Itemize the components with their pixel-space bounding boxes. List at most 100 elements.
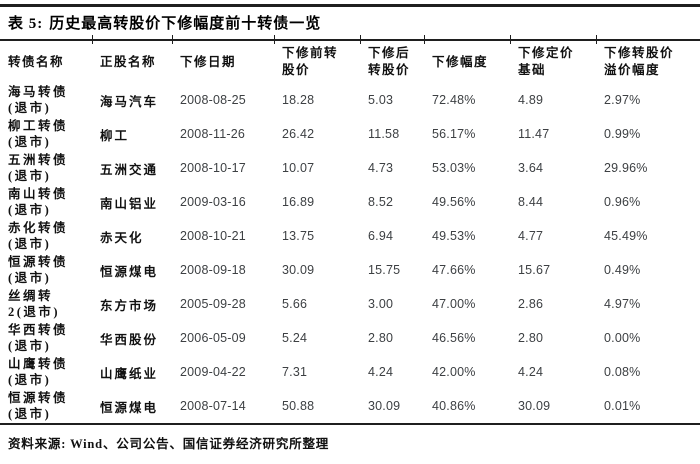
- bottom-rule: [0, 423, 700, 425]
- bond-name-line1: 五洲转债: [8, 153, 69, 167]
- price-before-cell: 30.09: [282, 263, 315, 277]
- column-boundary-tick: [596, 35, 597, 44]
- premium-cell: 0.99%: [604, 127, 641, 141]
- bond-name-cell: 山鹰转债 (退市): [0, 355, 92, 389]
- bond-name-cell: 柳工转债 (退市): [0, 117, 92, 151]
- stock-name-cell: 五洲交通: [100, 162, 159, 177]
- price-after-cell: 4.24: [368, 365, 394, 379]
- price-after-cell: 3.00: [368, 297, 394, 311]
- cut-magnitude-cell: 47.00%: [432, 297, 476, 311]
- premium-cell: 29.96%: [604, 161, 648, 175]
- cut-magnitude-cell: 47.66%: [432, 263, 476, 277]
- bond-name-line2: (退市): [8, 169, 52, 183]
- table-row: 山鹰转债 (退市) 山鹰纸业 2009-04-22 7.31 4.24 42.00…: [0, 355, 700, 389]
- header-line: 股价: [282, 63, 311, 77]
- premium-cell: 45.49%: [604, 229, 648, 243]
- revision-date-cell: 2009-04-22: [180, 365, 246, 379]
- price-after-cell: 15.75: [368, 263, 401, 277]
- price-after-cell: 11.58: [368, 127, 400, 141]
- revision-date-cell: 2008-07-14: [180, 399, 246, 413]
- bond-name-line1: 华西转债: [8, 323, 69, 337]
- cut-magnitude-cell: 53.03%: [432, 161, 476, 175]
- column-boundary-tick: [92, 35, 93, 44]
- cut-magnitude-cell: 49.53%: [432, 229, 476, 243]
- revision-date-cell: 2008-11-26: [180, 127, 246, 141]
- stock-name-cell: 山鹰纸业: [100, 366, 159, 381]
- header-line: 下修前转: [282, 46, 339, 60]
- cut-magnitude-cell: 49.56%: [432, 195, 476, 209]
- revision-date-cell: 2008-10-17: [180, 161, 246, 175]
- table-row: 海马转债 (退市) 海马汽车 2008-08-25 18.28 5.03 72.4…: [0, 83, 700, 117]
- price-after-cell: 5.03: [368, 93, 394, 107]
- price-before-cell: 16.89: [282, 195, 315, 209]
- premium-cell: 0.08%: [604, 365, 641, 379]
- table-title-text: 历史最高转股价下修幅度前十转债一览: [49, 16, 322, 32]
- premium-cell: 0.00%: [604, 331, 641, 345]
- stock-name-cell: 华西股份: [100, 332, 159, 347]
- price-before-cell: 18.28: [282, 93, 315, 107]
- price-after-cell: 2.80: [368, 331, 394, 345]
- header-revision-date: 下修日期: [172, 41, 274, 83]
- revision-date-cell: 2005-09-28: [180, 297, 246, 311]
- pricing-basis-cell: 4.24: [518, 365, 544, 379]
- header-line: 下修后: [368, 46, 411, 60]
- pricing-basis-cell: 3.64: [518, 161, 544, 175]
- bond-name-line2: 2(退市): [8, 305, 61, 319]
- cut-magnitude-cell: 56.17%: [432, 127, 476, 141]
- stock-name-cell: 海马汽车: [100, 94, 159, 109]
- header-line: 溢价幅度: [604, 63, 661, 77]
- header-line: 下修日期: [180, 54, 237, 69]
- bond-name-line1: 丝绸转: [8, 289, 54, 303]
- pricing-basis-cell: 2.86: [518, 297, 544, 311]
- header-pricing-basis: 下修定价 基础: [510, 41, 596, 83]
- cut-magnitude-cell: 42.00%: [432, 365, 476, 379]
- column-boundary-tick: [172, 35, 173, 44]
- header-line: 正股名称: [100, 54, 157, 69]
- top-rule: [0, 4, 700, 7]
- price-before-cell: 7.31: [282, 365, 308, 379]
- table-row: 五洲转债 (退市) 五洲交通 2008-10-17 10.07 4.73 53.0…: [0, 151, 700, 185]
- header-line: 下修定价: [518, 46, 575, 60]
- header-premium: 下修转股价 溢价幅度: [596, 41, 700, 83]
- premium-cell: 0.96%: [604, 195, 641, 209]
- bond-name-cell: 恒源转债 (退市): [0, 253, 92, 287]
- stock-name-cell: 恒源煤电: [100, 264, 159, 279]
- stock-name-cell: 赤天化: [100, 230, 144, 245]
- pricing-basis-cell: 4.77: [518, 229, 544, 243]
- header-price-after: 下修后 转股价: [360, 41, 424, 83]
- price-before-cell: 50.88: [282, 399, 315, 413]
- stock-name-cell: 东方市场: [100, 298, 159, 313]
- header-line: 转股价: [368, 63, 411, 77]
- price-before-cell: 10.07: [282, 161, 315, 175]
- bond-name-line2: (退市): [8, 237, 52, 251]
- cut-magnitude-cell: 40.86%: [432, 399, 476, 413]
- table-header-row: 转债名称 正股名称 下修日期 下修前转股价 下修后转股价 下修幅度 下修定价 基础…: [0, 35, 700, 83]
- stock-name-cell: 恒源煤电: [100, 400, 159, 415]
- price-after-cell: 8.52: [368, 195, 394, 209]
- bond-name-line2: (退市): [8, 135, 52, 149]
- header-price-before: 下修前转 股价: [274, 41, 360, 83]
- table-title: 表 5: 历史最高转股价下修幅度前十转债一览: [0, 7, 700, 39]
- header-line: 下修幅度: [432, 54, 489, 69]
- table-row: 南山转债 (退市) 南山铝业 2009-03-16 16.89 8.52 49.5…: [0, 185, 700, 219]
- bond-name-cell: 恒源转债 (退市): [0, 389, 92, 423]
- table-row: 赤化转债 (退市) 赤天化 2008-10-21 13.75 6.94 49.53…: [0, 219, 700, 253]
- pricing-basis-cell: 8.44: [518, 195, 544, 209]
- stock-name-cell: 南山铝业: [100, 196, 159, 211]
- header-bond-name: 转债名称: [0, 41, 92, 83]
- bond-name-line2: (退市): [8, 101, 52, 115]
- bond-name-cell: 丝绸转 2(退市): [0, 287, 92, 321]
- revision-date-cell: 2006-05-09: [180, 331, 246, 345]
- table-row: 华西转债 (退市) 华西股份 2006-05-09 5.24 2.80 46.56…: [0, 321, 700, 355]
- header-line: 转债名称: [8, 54, 65, 69]
- pricing-basis-cell: 11.47: [518, 127, 550, 141]
- column-boundary-tick: [510, 35, 511, 44]
- premium-cell: 4.97%: [604, 297, 641, 311]
- bond-name-cell: 五洲转债 (退市): [0, 151, 92, 185]
- table-row: 恒源转债 (退市) 恒源煤电 2008-09-18 30.09 15.75 47.…: [0, 253, 700, 287]
- bond-name-cell: 赤化转债 (退市): [0, 219, 92, 253]
- price-after-cell: 6.94: [368, 229, 394, 243]
- pricing-basis-cell: 15.67: [518, 263, 551, 277]
- price-after-cell: 30.09: [368, 399, 401, 413]
- bond-name-line2: (退市): [8, 407, 52, 421]
